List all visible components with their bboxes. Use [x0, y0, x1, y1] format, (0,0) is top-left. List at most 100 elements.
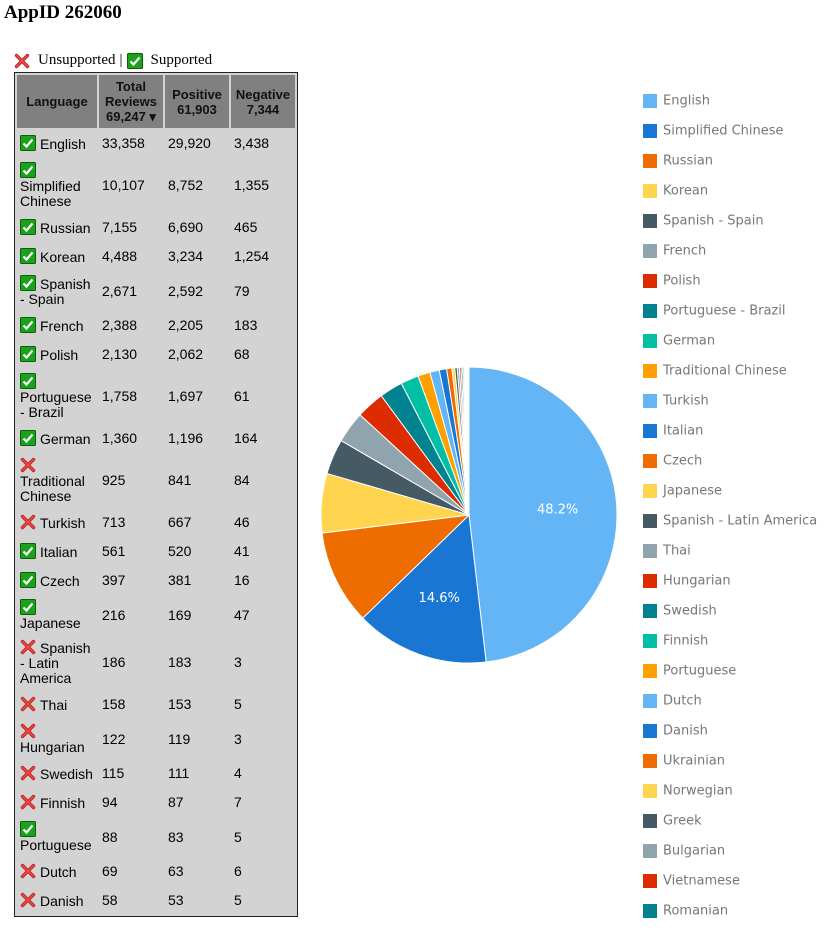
support-legend: Unsupported | Supported — [14, 52, 212, 69]
negative-cell: 7 — [234, 794, 242, 810]
total-cell: 158 — [102, 696, 126, 712]
language-cell: Hungarian — [17, 720, 97, 758]
legend-label: Portuguese - Brazil — [663, 304, 786, 319]
column-total: 61,903 — [177, 101, 217, 117]
table-row: Finnish 94 87 7 — [17, 789, 295, 816]
legend-label: Unsupported — [38, 52, 116, 68]
total-cell: 94 — [102, 794, 118, 810]
language-cell: Turkish — [17, 509, 97, 536]
legend-swatch — [643, 514, 657, 528]
legend-label: Supported — [150, 52, 213, 68]
column-total: 69,247 — [106, 109, 146, 124]
header-row: Language Total Reviews 69,247 ▾ Positive 6… — [17, 75, 295, 128]
positive-cell: 3,234 — [168, 248, 204, 264]
legend-label: Spanish - Latin America — [663, 514, 817, 529]
language-name: Turkish — [40, 515, 86, 531]
legend-swatch — [643, 274, 657, 288]
positive-cell: 8,752 — [168, 177, 204, 193]
table-row: Danish 58 53 5 — [17, 887, 295, 914]
language-name: Czech — [40, 573, 80, 589]
negative-cell: 6 — [234, 863, 242, 879]
language-cell: Italian — [17, 538, 97, 565]
negative-cell: 183 — [234, 317, 258, 333]
unsupported-icon — [14, 53, 30, 68]
language-name: Finnish — [40, 795, 86, 811]
unsupported-icon — [20, 863, 36, 879]
table-row: French 2,388 2,205 183 — [17, 312, 295, 339]
positive-cell: 1,697 — [168, 388, 204, 404]
legend-separator: | — [119, 52, 123, 68]
legend-label: Traditional Chinese — [662, 364, 787, 379]
positive-cell: 169 — [168, 606, 192, 623]
language-name: German — [40, 431, 91, 447]
pie-slice — [321, 514, 471, 619]
legend-swatch — [643, 214, 657, 228]
total-cell: 122 — [102, 730, 126, 747]
page-title: AppID 262060 — [4, 2, 122, 23]
table-row: Swedish 115 111 4 — [17, 760, 295, 787]
language-cell: Portuguese — [17, 818, 97, 856]
legend-swatch — [643, 874, 657, 888]
legend-label: Bulgarian — [663, 844, 725, 859]
column-label: Language — [26, 94, 88, 109]
language-cell: Spanish - Spain — [17, 272, 97, 310]
language-cell: Portuguese - Brazil — [17, 370, 97, 423]
supported-icon — [126, 52, 147, 69]
negative-cell: 5 — [234, 696, 242, 712]
supported-icon — [20, 135, 36, 151]
language-cell: German — [17, 425, 97, 452]
table-row: Thai 158 153 5 — [17, 691, 295, 718]
language-name: Traditional Chinese — [20, 473, 85, 504]
language-cell: Russian — [17, 214, 97, 241]
positive-cell: 6,690 — [168, 219, 204, 235]
negative-cell: 47 — [234, 606, 250, 623]
unsupported-icon — [20, 457, 36, 473]
total-cell: 88 — [102, 828, 118, 845]
legend-label: German — [663, 334, 715, 349]
unsupported-icon — [20, 723, 36, 739]
legend-label: Spanish - Spain — [663, 214, 764, 229]
column-header[interactable]: Language — [17, 75, 97, 128]
supported-icon — [126, 52, 143, 69]
table-row: Portuguese 88 83 5 — [17, 818, 295, 856]
legend-swatch — [643, 544, 657, 558]
language-cell: Simplified Chinese — [17, 159, 97, 212]
language-name: Russian — [40, 220, 91, 236]
table-row: Traditional Chinese 925 841 84 — [17, 454, 295, 507]
column-header[interactable]: Negative 7,344 — [231, 75, 295, 128]
negative-cell: 3 — [234, 654, 242, 670]
column-header[interactable]: Positive 61,903 — [165, 75, 229, 128]
unsupported-icon — [14, 52, 34, 69]
legend-swatch — [643, 724, 657, 738]
table-row: Dutch 69 63 6 — [17, 858, 295, 885]
positive-cell: 87 — [168, 794, 184, 810]
legend-swatch — [643, 154, 657, 168]
language-name: Simplified Chinese — [20, 178, 81, 209]
legend-swatch — [643, 904, 657, 918]
column-header[interactable]: Total Reviews 69,247 ▾ — [99, 75, 163, 128]
language-name: Hungarian — [20, 739, 85, 755]
legend-swatch — [643, 484, 657, 498]
negative-cell: 41 — [234, 543, 250, 559]
positive-cell: 841 — [168, 472, 192, 488]
legend-label: Czech — [663, 454, 702, 469]
positive-cell: 29,920 — [168, 135, 211, 151]
language-cell: Traditional Chinese — [17, 454, 97, 507]
legend-swatch — [643, 364, 657, 378]
language-cell: Thai — [17, 691, 97, 718]
unsupported-icon — [20, 639, 36, 655]
legend-swatch — [643, 784, 657, 798]
total-cell: 397 — [102, 572, 126, 588]
table-row: Turkish 713 667 46 — [17, 509, 295, 536]
legend-label: Norwegian — [663, 784, 733, 799]
column-total: 7,344 — [246, 101, 280, 117]
supported-icon — [20, 572, 36, 588]
language-cell: Swedish — [17, 760, 97, 787]
negative-cell: 61 — [234, 388, 250, 404]
table-row: Spanish - Latin America 186 183 3 — [17, 636, 295, 689]
language-cell: Polish — [17, 341, 97, 368]
unsupported-icon — [20, 765, 36, 781]
table-body: English 33,358 29,920 3,438 Simplified Chine… — [17, 130, 295, 914]
unsupported-icon — [20, 794, 36, 810]
